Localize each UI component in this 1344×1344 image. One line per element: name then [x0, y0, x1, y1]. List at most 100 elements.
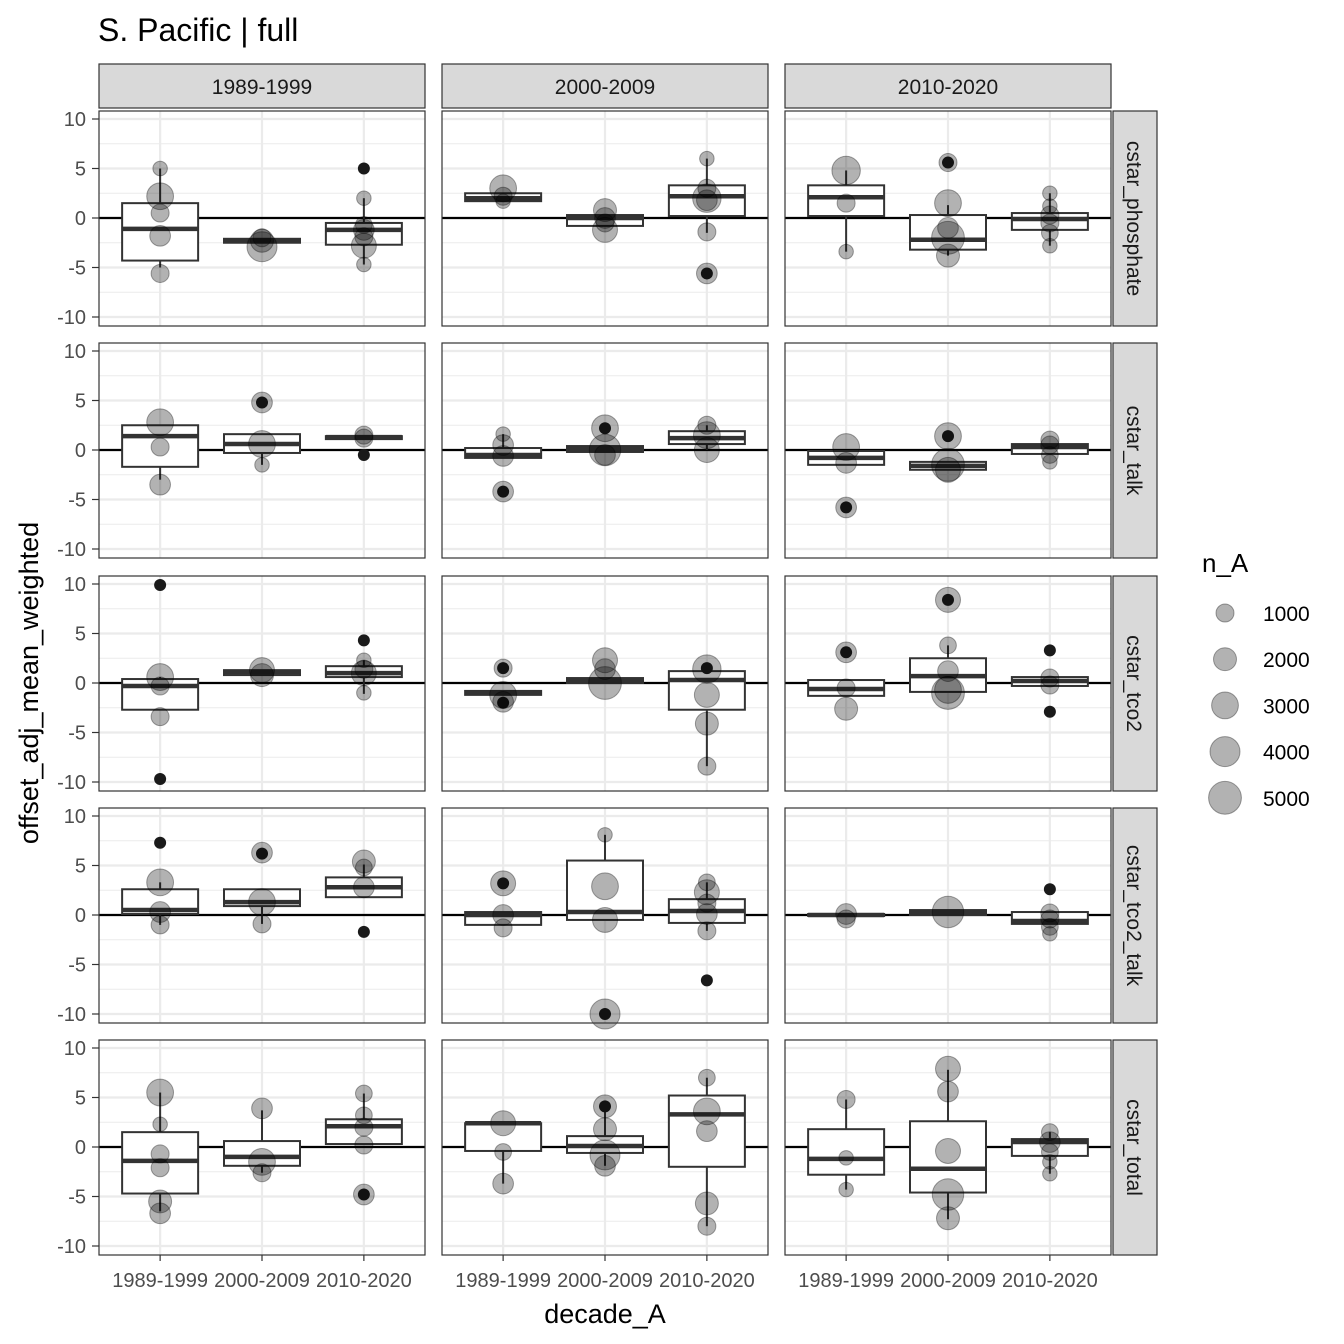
data-point — [692, 1097, 721, 1126]
y-tick-label: -5 — [68, 1187, 86, 1209]
y-tick-label: -5 — [68, 723, 86, 745]
data-point — [354, 428, 374, 448]
data-point — [592, 906, 618, 933]
data-point — [836, 678, 856, 698]
data-point — [697, 222, 717, 242]
data-point — [696, 1120, 718, 1143]
panel-border — [441, 575, 769, 792]
row-strip — [1112, 342, 1158, 559]
x-tick-label: 1989-1999 — [112, 1270, 208, 1292]
outlier-point — [840, 501, 853, 514]
data-point — [252, 228, 272, 248]
data-point — [1042, 454, 1058, 470]
data-point — [146, 663, 175, 691]
data-point — [936, 1206, 960, 1231]
legend-key-circle — [1209, 736, 1241, 768]
data-point — [150, 1158, 170, 1178]
data-point — [1040, 675, 1060, 695]
legend-key-circle — [1213, 647, 1237, 672]
data-point — [146, 408, 175, 437]
data-point — [494, 1143, 512, 1161]
data-point — [492, 904, 514, 926]
data-point — [492, 480, 514, 503]
data-point — [493, 658, 513, 678]
data-point — [698, 1068, 716, 1087]
outlier-point — [497, 662, 510, 675]
panel — [784, 575, 1112, 792]
panel — [98, 807, 426, 1024]
panel-border — [784, 342, 1112, 559]
row-strip — [1112, 1039, 1158, 1256]
data-point — [836, 193, 856, 213]
outlier-point — [256, 396, 268, 409]
data-point — [148, 1189, 173, 1214]
outlier-point — [256, 847, 268, 860]
y-tick-label: 0 — [75, 1137, 86, 1159]
panel — [441, 807, 769, 1030]
data-point — [1040, 909, 1060, 929]
outlier-point — [942, 430, 954, 443]
data-point — [246, 231, 278, 263]
data-point — [838, 243, 854, 260]
y-tick-label: 0 — [75, 905, 86, 927]
y-tick-label: -5 — [68, 490, 86, 512]
legend-label: 3000 — [1263, 695, 1310, 718]
data-point — [1039, 1131, 1061, 1153]
data-point — [252, 1163, 272, 1183]
data-point — [354, 1117, 374, 1137]
data-point — [248, 1147, 276, 1176]
panel-border — [784, 110, 1112, 327]
box — [807, 184, 886, 218]
data-point — [697, 178, 717, 198]
data-point — [697, 921, 717, 941]
data-point — [594, 207, 616, 229]
data-point — [495, 193, 511, 209]
data-point — [589, 1139, 621, 1171]
data-point — [146, 182, 175, 211]
outlier-point — [700, 267, 713, 280]
y-tick-label: 10 — [64, 109, 86, 131]
column-strip-label: 1989-1999 — [212, 76, 312, 99]
column-strip — [441, 63, 769, 109]
data-point — [356, 685, 372, 701]
data-point — [492, 1172, 514, 1195]
box — [909, 1120, 987, 1194]
data-point — [149, 224, 171, 247]
data-point — [350, 232, 377, 259]
data-point — [588, 433, 622, 467]
data-point — [594, 658, 616, 680]
panel — [784, 807, 1112, 1024]
data-point — [693, 437, 720, 463]
data-point — [354, 659, 374, 679]
data-point — [150, 915, 170, 935]
data-point — [489, 174, 518, 203]
data-point — [493, 918, 513, 938]
outlier-point — [154, 836, 167, 849]
legend-label: 4000 — [1263, 742, 1310, 765]
x-tick-label: 2010-2020 — [1002, 1270, 1098, 1292]
data-point — [836, 1089, 856, 1109]
x-tick-label: 1989-1999 — [455, 1270, 551, 1292]
data-point — [1041, 1143, 1059, 1161]
column-strip-label: 2010-2020 — [898, 76, 998, 99]
panel-border — [441, 342, 769, 559]
data-point — [1040, 903, 1060, 923]
data-point — [1040, 213, 1060, 233]
data-point — [150, 203, 170, 223]
data-point — [355, 858, 373, 877]
data-point — [594, 1154, 616, 1177]
data-point — [696, 903, 718, 925]
box — [667, 670, 746, 711]
outlier-point — [357, 925, 370, 938]
y-tick-label: 5 — [75, 1088, 86, 1110]
data-point — [938, 153, 958, 173]
data-point — [931, 1178, 965, 1211]
data-point — [1040, 668, 1060, 688]
data-point — [354, 425, 374, 445]
data-point — [250, 663, 274, 688]
data-point — [593, 1094, 617, 1119]
data-point — [831, 155, 861, 186]
data-point — [937, 1080, 959, 1103]
data-point — [1042, 237, 1058, 254]
box — [667, 184, 746, 218]
